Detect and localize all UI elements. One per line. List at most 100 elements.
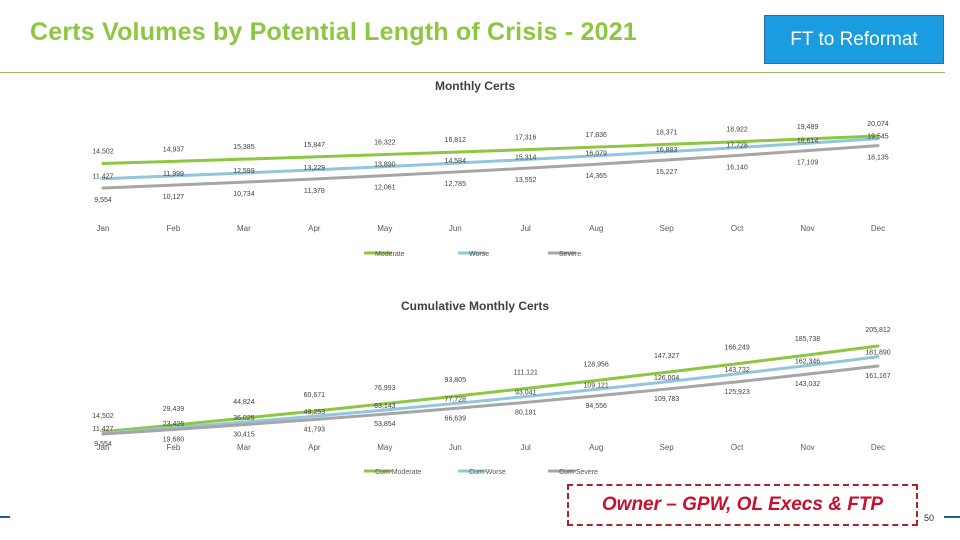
x-tick-label: Oct bbox=[731, 224, 744, 233]
footer-accent-right bbox=[944, 516, 960, 518]
owner-callout: Owner – GPW, OL Execs & FTP bbox=[567, 484, 918, 526]
x-tick-label: Jul bbox=[521, 224, 531, 233]
x-tick-label: Sep bbox=[660, 224, 675, 233]
series-line-worse bbox=[101, 137, 880, 181]
data-label: 128,956 bbox=[584, 361, 609, 368]
data-label: 126,004 bbox=[654, 375, 679, 382]
data-label: 93,041 bbox=[515, 390, 537, 397]
data-label: 109,121 bbox=[584, 382, 609, 389]
x-tick-label: Sep bbox=[660, 443, 675, 452]
data-label: 14,365 bbox=[585, 173, 607, 180]
data-label: 147,327 bbox=[654, 353, 679, 360]
chart-title: Monthly Certs bbox=[435, 79, 515, 93]
data-label: 17,836 bbox=[585, 132, 607, 139]
x-tick-label: Feb bbox=[167, 443, 181, 452]
data-label: 14,502 bbox=[92, 413, 114, 420]
x-tick-label: Nov bbox=[800, 224, 814, 233]
x-tick-label: Jun bbox=[449, 443, 462, 452]
x-tick-label: Jan bbox=[97, 443, 110, 452]
data-label: 17,728 bbox=[726, 143, 748, 150]
data-label: 63,143 bbox=[374, 403, 396, 410]
x-tick-label: Apr bbox=[308, 443, 321, 452]
data-label: 19,680 bbox=[163, 436, 185, 443]
data-label: 12,061 bbox=[374, 185, 396, 192]
legend-entry: Cum Moderate bbox=[375, 469, 421, 476]
data-label: 30,415 bbox=[233, 432, 255, 439]
x-tick-label: Feb bbox=[167, 224, 181, 233]
x-tick-label: Dec bbox=[871, 443, 885, 452]
data-label: 44,824 bbox=[233, 399, 255, 406]
data-label: 17,316 bbox=[515, 135, 537, 142]
data-label: 11,427 bbox=[93, 426, 114, 433]
data-label: 16,322 bbox=[374, 140, 396, 147]
cumulative-certs-svg: Cumulative Monthly Certs Jan Feb Mar Apr May J… bbox=[92, 299, 890, 476]
x-tick-label: Apr bbox=[308, 224, 321, 233]
data-label: 76,993 bbox=[374, 385, 396, 392]
data-label: 143,732 bbox=[724, 367, 749, 374]
data-label: 143,032 bbox=[795, 381, 820, 388]
series-line-moderate bbox=[101, 134, 880, 166]
data-label: 11,427 bbox=[93, 174, 114, 181]
data-label: 16,812 bbox=[445, 137, 467, 144]
footer-accent-left bbox=[0, 516, 10, 518]
data-label: 10,734 bbox=[233, 191, 255, 198]
x-tick-label: Dec bbox=[871, 224, 885, 233]
x-tick-label: Oct bbox=[731, 443, 744, 452]
data-label: 12,599 bbox=[233, 168, 255, 175]
data-label: 13,229 bbox=[304, 165, 326, 172]
data-label: 13,890 bbox=[374, 162, 396, 169]
data-label: 109,783 bbox=[654, 396, 679, 403]
page-number: 50 bbox=[924, 513, 935, 523]
data-label: 60,671 bbox=[304, 392, 326, 399]
slide-title: Certs Volumes by Potential Length of Cri… bbox=[30, 18, 637, 46]
data-label: 19,489 bbox=[797, 124, 819, 131]
data-label: 53,854 bbox=[374, 421, 396, 428]
data-label: 80,191 bbox=[515, 409, 537, 416]
ft-to-reformat-button[interactable]: FT to Reformat bbox=[764, 15, 944, 64]
data-label: 205,812 bbox=[865, 327, 890, 334]
data-label: 18,135 bbox=[867, 155, 889, 162]
data-label: 41,793 bbox=[304, 427, 326, 434]
data-label: 93,805 bbox=[445, 377, 467, 384]
data-label: 11,378 bbox=[304, 188, 325, 195]
data-label: 111,121 bbox=[514, 369, 538, 376]
monthly-certs-chart: Monthly Certs Jan Feb Mar Apr May Jun Jul Aug Sep… bbox=[0, 76, 960, 276]
data-label: 66,639 bbox=[445, 415, 467, 422]
legend-entry: Severe bbox=[559, 251, 581, 258]
data-label: 13,552 bbox=[515, 177, 537, 184]
legend-entry: Cum Severe bbox=[559, 469, 598, 476]
x-tick-label: Mar bbox=[237, 224, 251, 233]
x-tick-label: Jan bbox=[97, 224, 110, 233]
x-tick-label: May bbox=[377, 224, 392, 233]
data-label: 12,785 bbox=[445, 181, 467, 188]
data-label: 36,025 bbox=[233, 415, 255, 422]
cumulative-monthly-certs-chart: Cumulative Monthly Certs Jan Feb Mar Apr May J… bbox=[0, 294, 960, 484]
data-label: 19,545 bbox=[867, 134, 889, 141]
data-label: 20,074 bbox=[867, 121, 889, 128]
data-label: 16,883 bbox=[656, 147, 678, 154]
data-label: 18,614 bbox=[797, 138, 819, 145]
x-tick-label: Aug bbox=[589, 443, 603, 452]
data-label: 185,738 bbox=[795, 336, 820, 343]
data-label: 15,385 bbox=[233, 144, 255, 151]
x-tick-label: Aug bbox=[589, 224, 603, 233]
data-label: 11,999 bbox=[163, 171, 184, 178]
data-label: 16,079 bbox=[585, 151, 607, 158]
data-label: 49,253 bbox=[304, 409, 326, 416]
data-label: 15,314 bbox=[515, 155, 537, 162]
data-label: 29,439 bbox=[163, 406, 185, 413]
data-label: 161,167 bbox=[865, 373, 890, 380]
data-label: 18,371 bbox=[656, 129, 678, 136]
title-divider bbox=[0, 72, 945, 73]
monthly-certs-svg: Monthly Certs Jan Feb Mar Apr May Jun Jul Aug Sep… bbox=[92, 79, 889, 258]
series-line-cum-severe bbox=[101, 364, 880, 436]
data-label: 15,847 bbox=[304, 142, 326, 149]
x-tick-label: Mar bbox=[237, 443, 251, 452]
data-label: 162,346 bbox=[795, 358, 820, 365]
series-line-cum-moderate bbox=[101, 344, 880, 434]
data-label: 14,584 bbox=[445, 158, 467, 165]
data-label: 17,109 bbox=[797, 160, 819, 167]
series-line-severe bbox=[101, 144, 880, 190]
data-label: 18,922 bbox=[726, 127, 748, 134]
legend-entry: Cum Worse bbox=[469, 469, 506, 476]
